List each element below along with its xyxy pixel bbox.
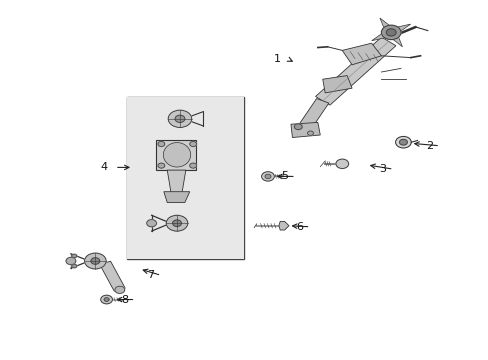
Circle shape xyxy=(168,110,191,127)
Circle shape xyxy=(72,254,77,258)
Circle shape xyxy=(104,298,109,301)
Bar xyxy=(127,97,244,259)
Circle shape xyxy=(158,141,164,147)
Polygon shape xyxy=(322,76,351,93)
Bar xyxy=(127,97,244,259)
Polygon shape xyxy=(167,170,185,194)
Circle shape xyxy=(101,295,112,304)
Polygon shape xyxy=(296,99,328,132)
Polygon shape xyxy=(290,122,320,138)
Text: 6: 6 xyxy=(296,222,303,232)
Text: 8: 8 xyxy=(121,294,128,305)
Circle shape xyxy=(307,131,313,135)
Polygon shape xyxy=(387,24,410,36)
Circle shape xyxy=(399,139,407,145)
Circle shape xyxy=(294,124,302,130)
Circle shape xyxy=(84,253,106,269)
Circle shape xyxy=(386,29,395,36)
Polygon shape xyxy=(371,29,393,41)
Bar xyxy=(156,140,195,170)
Text: 2: 2 xyxy=(425,141,432,151)
Polygon shape xyxy=(379,18,395,34)
Circle shape xyxy=(189,163,196,168)
Circle shape xyxy=(172,220,181,226)
Circle shape xyxy=(66,257,76,265)
Circle shape xyxy=(395,136,410,148)
Circle shape xyxy=(175,115,184,122)
Text: 7: 7 xyxy=(146,270,154,280)
Circle shape xyxy=(146,220,156,227)
Text: 4: 4 xyxy=(100,162,107,172)
Circle shape xyxy=(91,258,100,264)
Circle shape xyxy=(189,141,196,147)
Circle shape xyxy=(264,174,270,179)
Polygon shape xyxy=(163,192,189,202)
Circle shape xyxy=(72,264,77,268)
Circle shape xyxy=(166,215,187,231)
Circle shape xyxy=(261,172,274,181)
Polygon shape xyxy=(278,221,288,230)
Polygon shape xyxy=(386,31,402,47)
Polygon shape xyxy=(342,43,381,65)
Circle shape xyxy=(381,25,400,40)
Text: 5: 5 xyxy=(281,171,288,181)
Polygon shape xyxy=(315,37,395,105)
Text: 1: 1 xyxy=(274,54,281,64)
Circle shape xyxy=(335,159,348,168)
Text: 3: 3 xyxy=(379,164,386,174)
Polygon shape xyxy=(100,261,125,291)
Circle shape xyxy=(115,286,124,293)
Circle shape xyxy=(158,163,164,168)
Ellipse shape xyxy=(163,143,190,167)
